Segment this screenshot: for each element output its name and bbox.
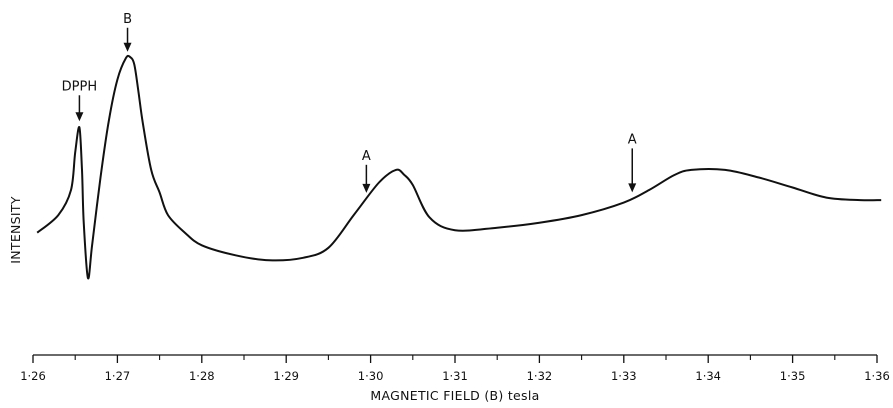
peak-annotations: DPPH B A A bbox=[62, 12, 637, 193]
x-tick-label: 1·31 bbox=[442, 369, 468, 383]
series-line-spectrum bbox=[36, 54, 882, 280]
x-tick-label: 1·32 bbox=[527, 369, 553, 383]
annotation-arrowhead-b bbox=[123, 42, 132, 52]
x-tick-label: 1·29 bbox=[273, 369, 299, 383]
x-tick-label: 1·36 bbox=[864, 369, 890, 383]
x-tick-label: 1·35 bbox=[780, 369, 806, 383]
x-tick-label: 1·26 bbox=[20, 369, 46, 383]
x-tick-label: 1·34 bbox=[695, 369, 721, 383]
annotation-arrowhead-a bbox=[628, 183, 637, 193]
annotation-arrowhead-dpph bbox=[75, 112, 84, 122]
y-axis-title: INTENSITY bbox=[8, 196, 23, 264]
x-tick-label: 1·28 bbox=[189, 369, 215, 383]
annotation-label-a: A bbox=[628, 132, 637, 147]
x-tick-label: 1·33 bbox=[611, 369, 637, 383]
x-axis-title: MAGNETIC FIELD (B) tesla bbox=[370, 388, 539, 403]
annotation-arrowhead-a bbox=[362, 183, 371, 193]
x-tick-label: 1·30 bbox=[358, 369, 384, 383]
annotation-label-a: A bbox=[362, 149, 371, 164]
x-axis-ticks: 1·26 1·27 1·28 1·29 1·30 1·31 1·32 1·33 1·34 1·35… bbox=[20, 355, 890, 383]
x-tick-label: 1·27 bbox=[105, 369, 131, 383]
annotation-label-b: B bbox=[123, 12, 132, 27]
annotation-label-dpph: DPPH bbox=[62, 79, 97, 94]
